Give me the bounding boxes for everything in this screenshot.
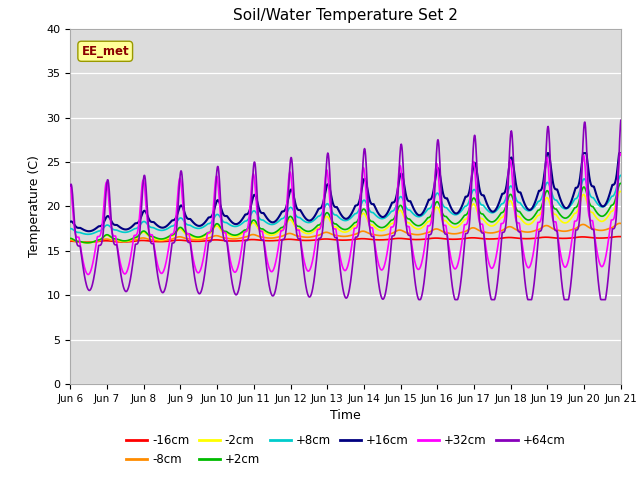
Y-axis label: Temperature (C): Temperature (C)	[28, 156, 41, 257]
X-axis label: Time: Time	[330, 409, 361, 422]
Text: EE_met: EE_met	[81, 45, 129, 58]
Title: Soil/Water Temperature Set 2: Soil/Water Temperature Set 2	[233, 9, 458, 24]
Legend: -16cm, -8cm, -2cm, +2cm, +8cm, +16cm, +32cm, +64cm: -16cm, -8cm, -2cm, +2cm, +8cm, +16cm, +3…	[122, 429, 570, 470]
